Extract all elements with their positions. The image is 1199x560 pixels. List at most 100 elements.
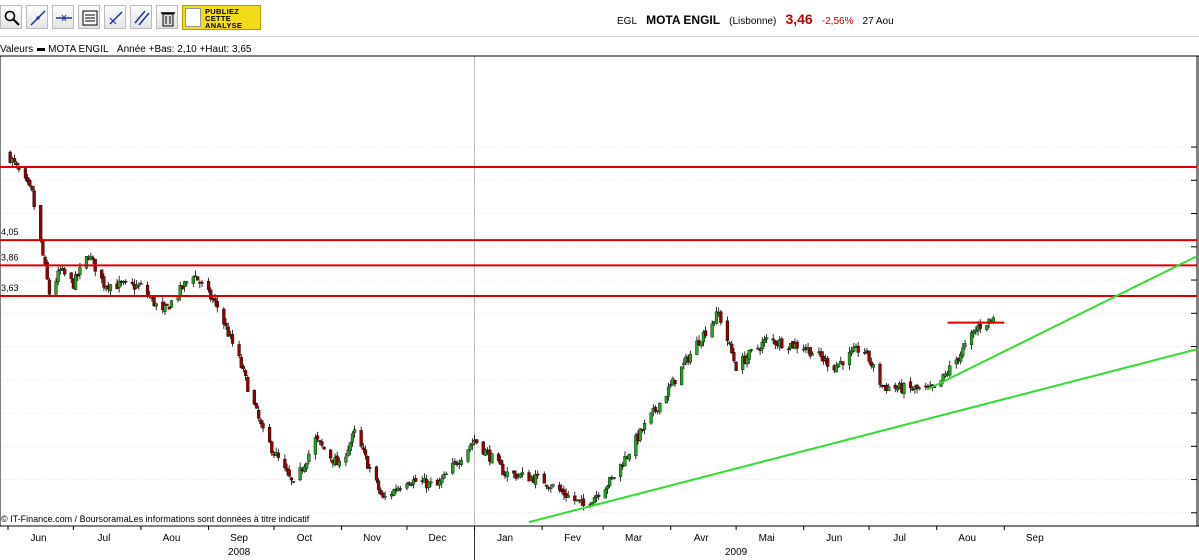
candle-body	[213, 298, 217, 302]
horizontal-line-tool-button[interactable]	[52, 5, 74, 29]
candle-body	[490, 453, 494, 464]
candle-body	[640, 429, 644, 431]
chart-legend: Valeurs MOTA ENGIL Année +Bas: 2,10 +Haut…	[0, 44, 251, 55]
chart-properties-icon	[82, 10, 98, 26]
candle-body	[429, 481, 433, 484]
toolbar-divider	[0, 36, 1199, 37]
candle-body	[533, 474, 538, 485]
candle-body	[145, 284, 150, 296]
candle-body	[73, 274, 78, 290]
x-tick-label: Sep	[230, 533, 248, 544]
candle-body	[959, 354, 963, 362]
candle-body	[638, 428, 642, 441]
arrow-line-tool-button[interactable]	[104, 5, 126, 29]
x-tick-label: Mar	[625, 533, 643, 544]
candle-body	[597, 494, 601, 497]
candle-body	[972, 330, 976, 334]
properties-tool-button[interactable]	[78, 5, 100, 29]
candle-body	[39, 205, 43, 242]
zoom-tool-button[interactable]	[0, 5, 22, 29]
candle-body	[239, 356, 243, 368]
candle-body	[182, 281, 187, 288]
candle-body	[58, 269, 62, 272]
candle-body	[978, 324, 982, 329]
candle-body	[592, 497, 597, 504]
candle-body	[734, 362, 738, 371]
candle-body	[30, 186, 34, 191]
candle-body	[856, 345, 860, 353]
candle-body	[335, 455, 339, 466]
draw-trendline-icon	[30, 10, 46, 26]
x-tick-label: Fev	[564, 533, 581, 544]
candle-body	[348, 442, 352, 451]
right-axis-ticks	[1191, 146, 1197, 514]
candle-body	[165, 303, 169, 306]
candle-body	[551, 484, 555, 487]
candle-body	[215, 301, 219, 308]
candle-body	[259, 419, 263, 424]
candle-body	[76, 273, 80, 277]
x-tick-label: Mai	[759, 533, 775, 544]
candle-body	[15, 162, 19, 166]
parallel-line-tool-button[interactable]	[130, 5, 152, 29]
x-tick-label: Jun	[826, 533, 842, 544]
candle-body	[518, 473, 522, 478]
candle-body	[719, 311, 723, 323]
candle-body	[241, 366, 246, 370]
candle-body	[699, 341, 703, 347]
candle-body	[167, 306, 171, 310]
year-label: 2009	[725, 547, 748, 558]
candle-body	[12, 158, 17, 163]
candle-body	[470, 442, 474, 446]
candle-body	[765, 337, 769, 340]
trash-icon	[161, 12, 175, 27]
delete-tool-button[interactable]	[156, 5, 178, 29]
x-tick-label: Jul	[893, 533, 906, 544]
candle-body	[45, 262, 49, 280]
candle-body	[634, 435, 638, 456]
series-swatch	[37, 47, 46, 51]
candle-body	[359, 430, 363, 447]
candle-body	[483, 449, 488, 456]
candle-body	[374, 466, 379, 481]
publish-analysis-button[interactable]: PUBLIEZ CETTE ANALYSE	[182, 5, 261, 30]
candle-body	[536, 473, 540, 476]
candle-body	[627, 454, 631, 460]
candle-body	[383, 496, 387, 498]
candle-body	[758, 349, 762, 351]
candle-body	[414, 478, 418, 482]
trend-lines	[528, 255, 1198, 524]
candle-body	[527, 472, 531, 482]
candle-body	[163, 305, 167, 312]
candle-body	[130, 281, 134, 284]
candle-body	[47, 279, 52, 295]
draw-parallel-line-icon	[134, 10, 150, 26]
candle-body	[196, 276, 200, 281]
candle-body	[451, 462, 455, 474]
candle-body	[268, 427, 272, 443]
candle-body	[760, 341, 764, 349]
candle-body	[893, 384, 897, 389]
candle-body	[237, 344, 241, 357]
candle-body	[261, 423, 265, 429]
candle-body	[442, 474, 446, 479]
grid	[0, 56, 1197, 526]
candle-body	[780, 338, 784, 349]
candle-body	[902, 383, 906, 394]
candle-body	[887, 386, 891, 391]
y-axis-labels: 4,05 3,86 3,63	[1, 227, 19, 293]
candle-body	[100, 269, 104, 279]
candle-body	[124, 280, 128, 283]
trendline-tool-button[interactable]	[26, 5, 48, 29]
candle-body	[353, 429, 357, 433]
candle-body	[544, 484, 549, 487]
candle-body	[276, 452, 280, 458]
candle-body	[185, 281, 189, 284]
support-trendline	[528, 348, 1198, 524]
candle-body	[786, 348, 791, 351]
candle-body	[695, 340, 699, 355]
candle-body	[398, 488, 402, 490]
candle-body	[948, 365, 952, 376]
legend-series: MOTA ENGIL	[48, 44, 109, 55]
